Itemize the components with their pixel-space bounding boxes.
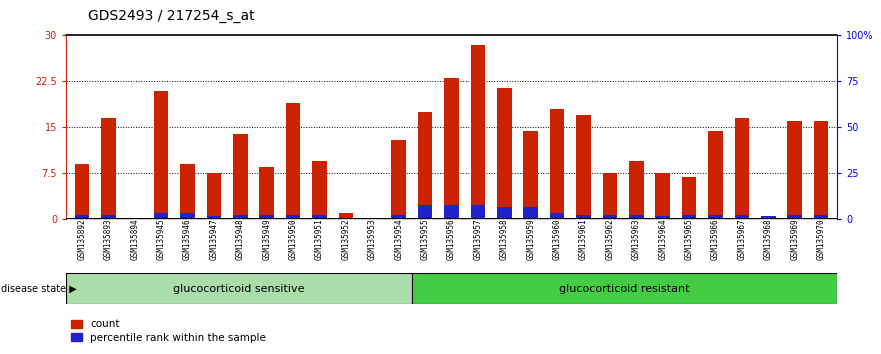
Bar <box>101 215 115 219</box>
Bar <box>444 78 459 219</box>
Bar <box>682 177 696 219</box>
Text: GSM135948: GSM135948 <box>236 219 245 261</box>
Bar <box>523 207 538 219</box>
Bar <box>75 215 89 219</box>
Bar <box>470 205 485 219</box>
Text: GSM135892: GSM135892 <box>78 219 86 261</box>
Bar <box>629 215 644 219</box>
Bar <box>761 218 775 219</box>
Text: GSM135945: GSM135945 <box>157 219 166 261</box>
Text: GSM135893: GSM135893 <box>104 219 113 261</box>
Bar <box>550 213 565 219</box>
Text: glucocorticoid sensitive: glucocorticoid sensitive <box>173 284 305 293</box>
Text: GSM135962: GSM135962 <box>605 219 614 261</box>
Text: GSM135954: GSM135954 <box>394 219 403 261</box>
Bar <box>181 164 195 219</box>
Bar <box>259 167 274 219</box>
Text: disease state ▶: disease state ▶ <box>1 284 77 293</box>
Bar <box>411 273 837 304</box>
Bar <box>523 131 538 219</box>
Text: GSM135947: GSM135947 <box>210 219 218 261</box>
Bar <box>497 207 512 219</box>
Text: GDS2493 / 217254_s_at: GDS2493 / 217254_s_at <box>88 9 255 23</box>
Text: GSM135957: GSM135957 <box>473 219 483 261</box>
Legend: count, percentile rank within the sample: count, percentile rank within the sample <box>71 319 266 343</box>
Bar <box>181 213 195 219</box>
Bar <box>550 109 565 219</box>
Bar <box>655 173 670 219</box>
Bar <box>101 118 115 219</box>
Text: GSM135952: GSM135952 <box>342 219 351 261</box>
Bar <box>497 87 512 219</box>
Text: GSM135967: GSM135967 <box>737 219 746 261</box>
Bar <box>259 215 274 219</box>
Bar <box>735 118 749 219</box>
Bar <box>814 121 828 219</box>
Bar <box>365 218 380 219</box>
Bar <box>338 213 353 219</box>
Bar <box>788 215 802 219</box>
Bar <box>576 215 591 219</box>
Bar <box>708 131 722 219</box>
Text: GSM135966: GSM135966 <box>711 219 720 261</box>
Bar <box>312 161 327 219</box>
Bar <box>207 173 221 219</box>
Text: GSM135949: GSM135949 <box>263 219 271 261</box>
Text: GSM135951: GSM135951 <box>315 219 324 261</box>
Bar <box>470 45 485 219</box>
Text: GSM135964: GSM135964 <box>658 219 667 261</box>
Bar <box>418 112 433 219</box>
Text: GSM135956: GSM135956 <box>447 219 456 261</box>
Text: GSM135955: GSM135955 <box>420 219 430 261</box>
Bar <box>154 213 168 219</box>
Text: GSM135969: GSM135969 <box>790 219 799 261</box>
Bar <box>312 215 327 219</box>
Text: GSM135946: GSM135946 <box>183 219 192 261</box>
Text: GSM135970: GSM135970 <box>817 219 825 261</box>
Text: GSM135965: GSM135965 <box>685 219 693 261</box>
Bar <box>338 218 353 219</box>
Bar <box>788 121 802 219</box>
Bar <box>814 215 828 219</box>
Text: GSM135960: GSM135960 <box>552 219 561 261</box>
Bar <box>128 218 142 219</box>
Bar <box>233 215 248 219</box>
Bar <box>682 215 696 219</box>
Bar <box>444 205 459 219</box>
Bar <box>365 218 380 219</box>
Text: GSM135968: GSM135968 <box>764 219 773 261</box>
Bar <box>66 273 411 304</box>
Text: GSM135961: GSM135961 <box>579 219 588 261</box>
Bar <box>207 216 221 219</box>
Text: GSM135958: GSM135958 <box>500 219 509 261</box>
Bar <box>391 140 406 219</box>
Text: GSM135953: GSM135953 <box>367 219 377 261</box>
Text: GSM135959: GSM135959 <box>526 219 536 261</box>
Bar <box>655 216 670 219</box>
Bar <box>603 215 618 219</box>
Text: GSM135950: GSM135950 <box>289 219 298 261</box>
Bar <box>128 218 142 219</box>
Bar <box>391 215 406 219</box>
Bar <box>708 215 722 219</box>
Bar <box>761 216 775 219</box>
Bar <box>418 205 433 219</box>
Text: GSM135894: GSM135894 <box>130 219 139 261</box>
Bar <box>154 91 168 219</box>
Bar <box>75 164 89 219</box>
Bar <box>285 215 300 219</box>
Bar <box>285 103 300 219</box>
Text: glucocorticoid resistant: glucocorticoid resistant <box>559 284 690 293</box>
Bar <box>735 215 749 219</box>
Text: GSM135963: GSM135963 <box>632 219 640 261</box>
Bar <box>603 173 618 219</box>
Bar <box>576 115 591 219</box>
Bar <box>233 133 248 219</box>
Bar <box>629 161 644 219</box>
